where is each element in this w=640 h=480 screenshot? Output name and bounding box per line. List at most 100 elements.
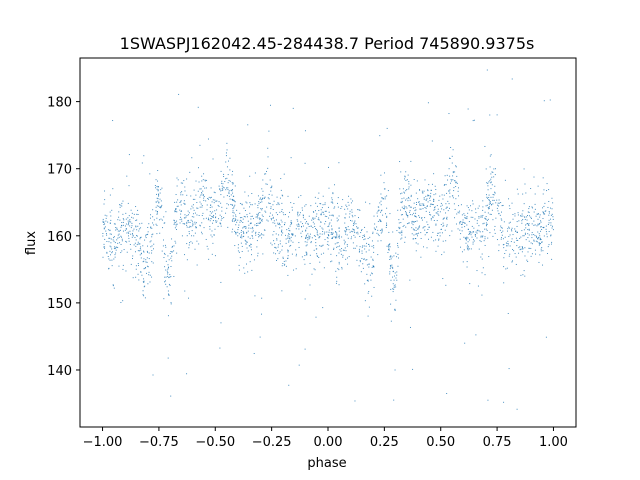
data-point: [484, 238, 486, 240]
data-point: [261, 207, 263, 209]
data-point: [230, 194, 232, 196]
data-point: [539, 214, 541, 216]
data-point: [175, 208, 177, 210]
data-point: [227, 182, 229, 184]
data-point: [267, 167, 269, 169]
data-point: [135, 206, 137, 208]
data-point: [225, 178, 227, 180]
data-point: [478, 248, 480, 250]
data-point: [392, 288, 394, 290]
data-point: [314, 217, 316, 219]
data-point: [146, 234, 148, 236]
data-point: [316, 213, 318, 215]
data-point: [333, 248, 335, 250]
data-point: [437, 208, 439, 210]
data-point: [225, 189, 227, 191]
data-point: [427, 201, 429, 203]
data-point: [489, 213, 491, 215]
data-point: [345, 230, 347, 232]
data-point: [120, 252, 122, 254]
data-point: [459, 238, 461, 240]
data-point: [484, 211, 486, 213]
data-point: [338, 230, 340, 232]
data-point: [347, 208, 349, 210]
data-point: [188, 247, 190, 249]
data-point: [261, 220, 263, 222]
data-point: [537, 238, 539, 240]
data-point: [412, 238, 414, 240]
data-point: [129, 219, 131, 221]
data-point: [442, 278, 444, 280]
data-point: [109, 194, 111, 196]
data-point: [127, 231, 129, 233]
data-point: [451, 230, 453, 232]
data-point: [403, 208, 405, 210]
data-point: [425, 199, 427, 201]
data-point: [297, 225, 299, 227]
data-point: [183, 180, 185, 182]
data-point: [180, 201, 182, 203]
data-point: [410, 194, 412, 196]
data-point: [139, 243, 141, 245]
data-point: [156, 212, 158, 214]
data-point: [426, 205, 428, 207]
data-point: [247, 195, 249, 197]
data-point: [502, 230, 504, 232]
data-point: [422, 204, 424, 206]
data-point: [197, 207, 199, 209]
data-point: [156, 233, 158, 235]
data-point: [371, 245, 373, 247]
data-point: [283, 173, 285, 175]
data-point: [381, 209, 383, 211]
data-point: [318, 236, 320, 238]
data-point: [371, 295, 373, 297]
data-point: [210, 234, 212, 236]
data-point: [407, 214, 409, 216]
data-point: [257, 222, 259, 224]
data-point: [279, 224, 281, 226]
data-point: [184, 223, 186, 225]
data-point: [277, 223, 279, 225]
data-point: [534, 224, 536, 226]
data-point: [546, 183, 548, 185]
data-point: [366, 279, 368, 281]
data-point: [335, 282, 337, 284]
data-point: [514, 253, 516, 255]
data-point: [496, 114, 498, 116]
data-point: [514, 213, 516, 215]
data-point: [433, 209, 435, 211]
data-point: [411, 233, 413, 235]
data-point: [469, 283, 471, 285]
data-point: [211, 206, 213, 208]
data-point: [547, 206, 549, 208]
data-point: [274, 243, 276, 245]
data-point: [449, 196, 451, 198]
data-point: [520, 248, 522, 250]
data-point: [539, 254, 541, 256]
data-point: [527, 233, 529, 235]
data-point: [191, 242, 193, 244]
data-point: [377, 229, 379, 231]
data-point: [450, 178, 452, 180]
data-point: [266, 183, 268, 185]
data-point: [285, 265, 287, 267]
data-point: [341, 206, 343, 208]
data-point: [511, 202, 513, 204]
data-point: [473, 231, 475, 233]
data-point: [371, 266, 373, 268]
data-point: [349, 213, 351, 215]
data-point: [372, 265, 374, 267]
data-point: [338, 263, 340, 265]
data-point: [347, 263, 349, 265]
data-point: [161, 219, 163, 221]
data-point: [238, 224, 240, 226]
data-point: [174, 227, 176, 229]
data-point: [212, 216, 214, 218]
data-point: [123, 249, 125, 251]
data-point: [525, 227, 527, 229]
data-point: [247, 236, 249, 238]
data-point: [511, 230, 513, 232]
data-point: [249, 175, 251, 177]
data-point: [380, 210, 382, 212]
data-point: [545, 225, 547, 227]
